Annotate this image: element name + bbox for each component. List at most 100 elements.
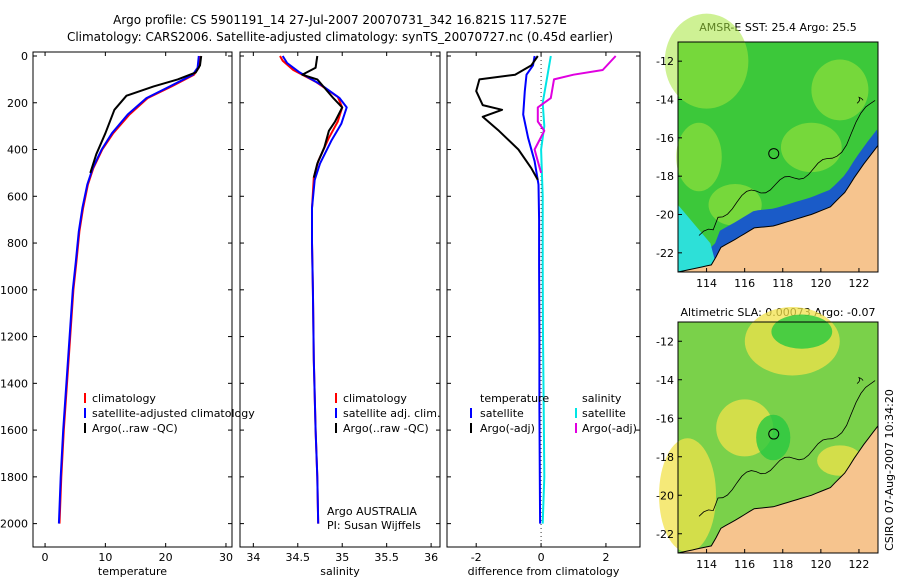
x-tick-label: 30	[219, 551, 233, 564]
map-y-tick-label: -20	[656, 489, 674, 502]
map-y-tick-label: -16	[656, 412, 674, 425]
legend-label: Argo(-adj)	[480, 422, 535, 435]
series-line	[522, 55, 542, 524]
maps-layer: AMSR-E SST: 25.4 Argo: 25.5-12-14-16-18-…	[656, 13, 879, 571]
island-outline	[856, 96, 864, 104]
x-tick-label: 36	[424, 551, 438, 564]
sla-low-patch	[771, 314, 833, 349]
legend-label: climatology	[343, 392, 407, 405]
shelf-contour	[698, 100, 876, 236]
series-line	[475, 55, 539, 181]
map-y-tick-label: -22	[656, 247, 674, 260]
x-tick-label: 34	[246, 551, 260, 564]
panel-salinity: 34 34.5 35 35.5 36 salinity climatology satelli…	[239, 51, 441, 578]
map-y-tick-label: -18	[656, 170, 674, 183]
y-tick-label: 1800	[0, 471, 28, 484]
map-y-tick-label: -20	[656, 209, 674, 222]
plot-frame-difference	[446, 51, 641, 548]
series-line	[533, 55, 617, 174]
map-x-tick-label: 120	[810, 277, 831, 290]
credit-text: CSIRO 07-Aug-2007 10:34:20	[883, 389, 896, 551]
series-line	[58, 55, 201, 524]
sst-cyan-corner	[678, 204, 718, 272]
map-y-tick-label: -14	[656, 374, 674, 387]
legend-label: climatology	[92, 392, 156, 405]
x-tick-label: 10	[98, 551, 112, 564]
land-shape	[677, 424, 879, 554]
y-tick-label: 400	[7, 144, 28, 157]
shelf-contour	[698, 380, 876, 517]
plot-frame-salinity	[239, 51, 441, 548]
x-tick-label: -2	[471, 551, 482, 564]
y-tick-label: 1400	[0, 377, 28, 390]
series-line	[540, 55, 552, 524]
map-x-tick-label: 116	[734, 558, 755, 571]
x-tick-label: 0	[42, 551, 49, 564]
plot-frame-temperature	[32, 51, 233, 548]
legend-label: Argo(..raw -QC)	[92, 422, 178, 435]
map-x-tick-label: 122	[848, 558, 869, 571]
map-x-tick-label: 120	[810, 558, 831, 571]
x-axis-label: salinity	[320, 565, 360, 578]
plots-layer: 0 10 20 30020040060080010001200140016001800…	[0, 50, 641, 578]
x-tick-label: 2	[602, 551, 609, 564]
legend-label: satellite adj. clim.	[343, 407, 440, 420]
y-tick-label: 600	[7, 190, 28, 203]
map-x-tick-label: 116	[734, 277, 755, 290]
map-y-tick-label: -16	[656, 132, 674, 145]
sst-warm-patch	[811, 59, 869, 121]
legend-label: Argo(-adj)	[582, 422, 637, 435]
sst-warm-patch	[780, 122, 842, 173]
series-line	[57, 55, 200, 524]
x-axis-label: difference from climatology	[468, 565, 620, 578]
legend-label: salinity	[582, 392, 622, 405]
sst-warm-patch	[664, 13, 749, 109]
land-shape	[677, 144, 879, 273]
map-x-tick-label: 114	[696, 558, 717, 571]
map-y-tick-label: -18	[656, 451, 674, 464]
series-line	[89, 55, 203, 174]
y-tick-label: 1000	[0, 284, 28, 297]
legend-label: satellite	[582, 407, 626, 420]
legend-label: temperature	[480, 392, 549, 405]
y-tick-label: 1600	[0, 424, 28, 437]
x-tick-label: 20	[159, 551, 173, 564]
map-sst-map: AMSR-E SST: 25.4 Argo: 25.5-12-14-16-18-…	[656, 13, 879, 290]
annotation-text: Argo AUSTRALIA	[327, 505, 417, 518]
map-y-tick-label: -22	[656, 528, 674, 541]
x-axis-label: temperature	[98, 565, 167, 578]
x-tick-label: 35	[335, 551, 349, 564]
sla-high-patch	[659, 438, 717, 553]
map-y-tick-label: -12	[656, 335, 674, 348]
legend-label: satellite-adjusted climatology	[92, 407, 255, 420]
x-tick-label: 0	[538, 551, 545, 564]
figure-title-line2: Climatology: CARS2006. Satellite-adjuste…	[67, 30, 613, 44]
map-x-tick-label: 122	[848, 277, 869, 290]
series-line	[301, 55, 344, 178]
profile-location-marker	[768, 148, 780, 160]
series-line	[281, 55, 348, 524]
legend-label: Argo(..raw -QC)	[343, 422, 429, 435]
map-x-tick-label: 118	[772, 558, 793, 571]
y-tick-label: 800	[7, 237, 28, 250]
sst-warm-patch	[676, 122, 722, 192]
y-tick-label: 200	[7, 97, 28, 110]
map-y-tick-label: -14	[656, 94, 674, 107]
y-tick-label: 0	[21, 50, 28, 63]
map-x-tick-label: 114	[696, 277, 717, 290]
x-tick-label: 35.5	[374, 551, 399, 564]
annotation-text: PI: Susan Wijffels	[327, 519, 421, 532]
sla-low-patch	[756, 414, 791, 461]
legend-label: satellite	[480, 407, 524, 420]
panel-temperature: 0 10 20 30 0 200 400 600 800 1000 1200 1400 1600 1800…	[0, 50, 255, 578]
figure-title-line1: Argo profile: CS 5901191_14 27-Jul-2007 …	[113, 13, 567, 27]
map-frame	[677, 41, 879, 273]
map-sla-map: Altimetric SLA: 0.00073 Argo: -0.07-12-1…	[656, 306, 879, 571]
x-tick-label: 34.5	[286, 551, 311, 564]
map-y-tick-label: -12	[656, 55, 674, 68]
map-frame	[677, 321, 879, 554]
y-tick-label: 2000	[0, 518, 28, 531]
profile-location-marker	[768, 428, 780, 440]
island-outline	[856, 376, 864, 384]
